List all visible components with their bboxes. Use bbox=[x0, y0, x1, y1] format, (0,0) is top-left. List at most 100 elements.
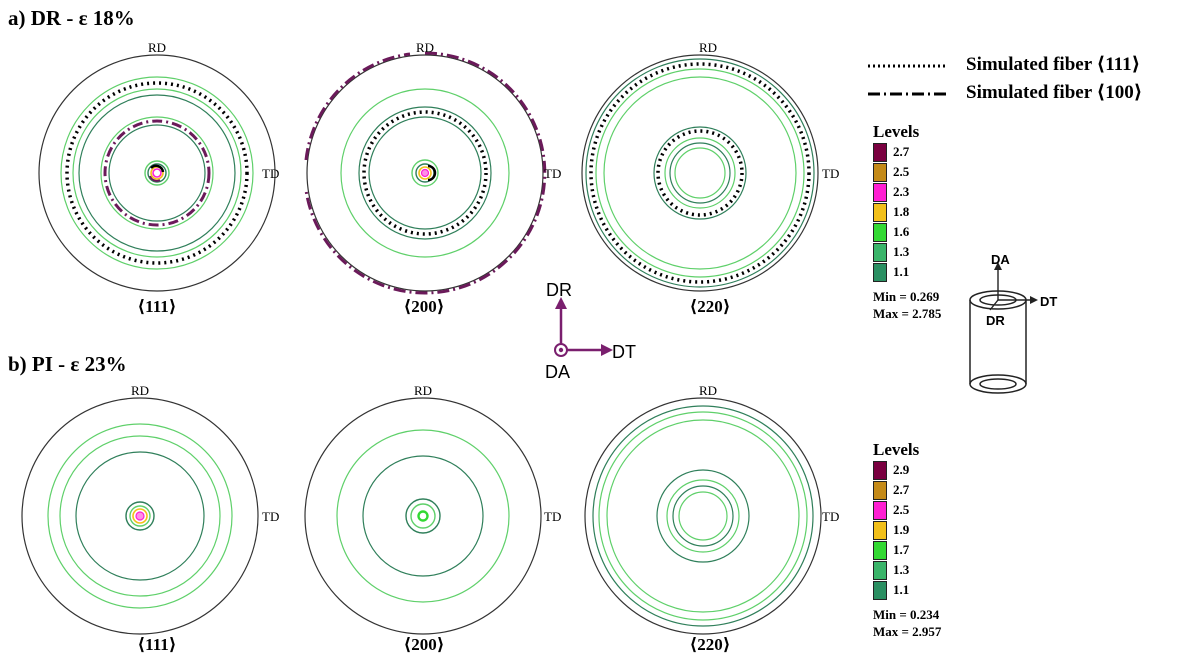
contour-ring bbox=[678, 491, 728, 541]
contour-ring bbox=[674, 147, 726, 199]
level-swatch bbox=[873, 580, 887, 600]
pole-figure-caption: ⟨200⟩ bbox=[403, 635, 445, 654]
simulated-fiber-111-ring bbox=[589, 62, 811, 284]
simulated-fiber-111-ring bbox=[656, 129, 744, 217]
level-row: 1.6 bbox=[873, 222, 941, 242]
contour-ring bbox=[606, 419, 800, 613]
cylinder-da-arrow-head bbox=[994, 262, 1002, 270]
rd-label: RD bbox=[131, 383, 149, 398]
level-value: 2.5 bbox=[893, 164, 910, 179]
contour-ring bbox=[603, 76, 797, 270]
level-row: 2.7 bbox=[873, 142, 941, 162]
levels-title: Levels bbox=[873, 122, 920, 141]
center-contour bbox=[417, 510, 429, 522]
fiber-111-legend-label: Simulated fiber ⟨111⟩ bbox=[966, 54, 1141, 75]
rd-label: RD bbox=[416, 40, 434, 55]
pole-figure-b-220 bbox=[584, 397, 822, 635]
level-row: 1.8 bbox=[873, 202, 941, 222]
dr-arrow-head bbox=[555, 297, 567, 309]
level-swatch bbox=[873, 460, 887, 480]
contour-ring bbox=[598, 411, 808, 621]
level-swatch bbox=[873, 182, 887, 202]
level-row: 1.3 bbox=[873, 560, 941, 580]
center-contour bbox=[135, 511, 145, 521]
contour-ring bbox=[47, 423, 233, 609]
td-label: TD bbox=[262, 509, 279, 524]
level-value: 1.7 bbox=[893, 542, 910, 557]
cylinder-bottom-back bbox=[969, 374, 1027, 385]
pole-figure-a-111 bbox=[38, 54, 276, 292]
rd-label: RD bbox=[148, 40, 166, 55]
level-row: 2.5 bbox=[873, 162, 941, 182]
pole-figure-caption: ⟨111⟩ bbox=[137, 635, 177, 654]
contour-ring bbox=[362, 455, 484, 577]
level-swatch bbox=[873, 202, 887, 222]
level-swatch bbox=[873, 560, 887, 580]
levels-max: Max = 2.957 bbox=[873, 624, 942, 639]
level-row: 1.1 bbox=[873, 580, 941, 600]
level-swatch bbox=[873, 242, 887, 262]
level-value: 1.9 bbox=[893, 522, 910, 537]
simulated-fiber-111-ring bbox=[65, 81, 249, 265]
contour-ring bbox=[75, 451, 205, 581]
center-contour bbox=[405, 498, 441, 534]
contour-ring bbox=[340, 88, 510, 258]
cylinder-dr-arrow bbox=[989, 299, 999, 311]
center-contour bbox=[132, 508, 148, 524]
contour-ring bbox=[108, 124, 206, 222]
pole-figure-caption: ⟨111⟩ bbox=[137, 297, 177, 316]
level-row: 2.9 bbox=[873, 460, 941, 480]
contour-ring bbox=[664, 137, 736, 209]
simulated-fiber-center-arc bbox=[150, 164, 165, 173]
simulated-fiber-center-arc bbox=[149, 175, 161, 182]
td-label: TD bbox=[544, 509, 561, 524]
level-row: 2.3 bbox=[873, 182, 941, 202]
contour-ring bbox=[59, 435, 221, 597]
level-swatch bbox=[873, 540, 887, 560]
contour-ring bbox=[672, 485, 734, 547]
dr-axis-label: DR bbox=[546, 280, 572, 300]
pole-figure-b-111 bbox=[21, 397, 259, 635]
rd-label: RD bbox=[699, 383, 717, 398]
rd-label: RD bbox=[414, 383, 432, 398]
outer-circle bbox=[38, 54, 276, 292]
center-contour bbox=[144, 160, 170, 186]
outer-circle bbox=[21, 397, 259, 635]
levels-title: Levels bbox=[873, 440, 920, 459]
center-contour bbox=[147, 163, 167, 183]
panel-a-title: a) DR - ε 18% bbox=[8, 6, 135, 30]
level-row: 1.7 bbox=[873, 540, 941, 560]
levels-rows: 2.7 2.5 2.3 1.8 1.6 1.3 1.1 bbox=[873, 142, 941, 282]
simulated-fiber-100-ring bbox=[304, 52, 411, 161]
pole-figure-caption: ⟨200⟩ bbox=[403, 297, 445, 316]
level-swatch bbox=[873, 520, 887, 540]
pole-figure-a-220 bbox=[581, 54, 819, 292]
contour-ring bbox=[78, 94, 236, 252]
dt-arrow-head bbox=[601, 344, 613, 356]
center-contour bbox=[152, 168, 162, 178]
level-row: 2.7 bbox=[873, 480, 941, 500]
outer-circle bbox=[304, 397, 542, 635]
contour-ring bbox=[72, 88, 242, 258]
levels-legend-a: Levels 2.7 2.5 2.3 1.8 1.6 1.3 1.1 Min = 0.269… bbox=[873, 122, 941, 322]
td-label: TD bbox=[822, 166, 839, 181]
td-label: TD bbox=[822, 509, 839, 524]
levels-min: Min = 0.234 bbox=[873, 607, 940, 622]
center-contour bbox=[420, 168, 430, 178]
contour-ring bbox=[358, 106, 492, 240]
contour-ring bbox=[592, 405, 814, 627]
center-contour bbox=[411, 159, 439, 187]
cylinder-dt-label: DT bbox=[1040, 294, 1057, 309]
levels-min: Min = 0.269 bbox=[873, 289, 940, 304]
pole-figure-caption: ⟨220⟩ bbox=[689, 635, 731, 654]
level-value: 2.5 bbox=[893, 502, 910, 517]
cylinder-bottom-inner bbox=[979, 378, 1017, 390]
pole-figure-caption: ⟨220⟩ bbox=[689, 297, 731, 316]
level-value: 2.7 bbox=[893, 144, 910, 159]
level-swatch bbox=[873, 222, 887, 242]
level-swatch bbox=[873, 142, 887, 162]
level-value: 1.1 bbox=[893, 582, 910, 597]
simulated-fiber-center-arc bbox=[427, 164, 437, 182]
contour-ring bbox=[585, 58, 815, 288]
center-contour bbox=[418, 166, 432, 180]
